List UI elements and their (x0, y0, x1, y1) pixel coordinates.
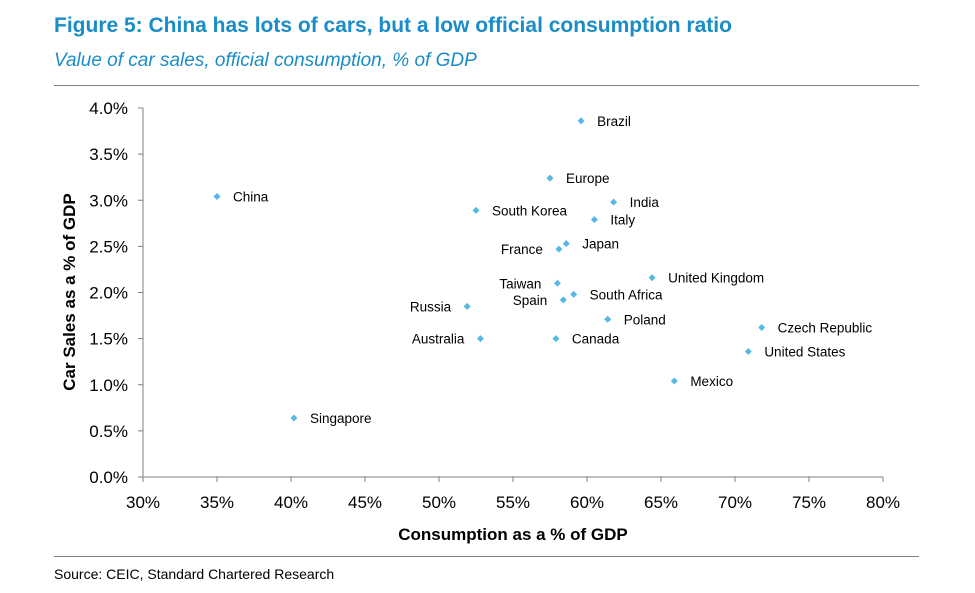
point-label: Poland (624, 312, 666, 327)
x-tick-label: 60% (570, 493, 604, 512)
bottom-divider (54, 556, 919, 557)
x-tick-label: 70% (718, 493, 752, 512)
chart-title: Figure 5: China has lots of cars, but a … (54, 14, 732, 37)
y-tick-label: 3.5% (89, 145, 128, 164)
point-label: China (233, 190, 269, 205)
point-label: Mexico (690, 374, 733, 389)
y-tick-label: 4.0% (89, 99, 128, 118)
point-label: Czech Republic (778, 321, 873, 336)
point-label: United States (764, 345, 845, 360)
source-note: Source: CEIC, Standard Chartered Researc… (54, 566, 335, 582)
point-label: India (630, 195, 660, 210)
y-axis-label: Car Sales as a % of GDP (60, 193, 79, 390)
data-point (570, 290, 578, 298)
x-tick-label: 65% (644, 493, 678, 512)
data-point (577, 117, 585, 125)
data-point (559, 296, 567, 304)
data-point (562, 240, 570, 248)
point-label: Italy (610, 213, 635, 228)
chart-ticks: 0.0% 0.5% 1.0% 1.5% 2.0% 2.5% 3.0% 3.5% 4.0% 30% 3… (89, 99, 900, 512)
point-label: France (501, 242, 543, 257)
data-point (553, 279, 561, 287)
y-tick-label: 1.0% (89, 376, 128, 395)
point-label: Singapore (310, 411, 372, 426)
data-point (744, 348, 752, 356)
y-tick-label: 2.0% (89, 284, 128, 303)
x-tick-label: 75% (792, 493, 826, 512)
y-tick-label: 0.0% (89, 468, 128, 487)
data-point (758, 324, 766, 332)
top-divider (54, 85, 919, 86)
scatter-chart: 0.0% 0.5% 1.0% 1.5% 2.0% 2.5% 3.0% 3.5% 4.0% 30% 3… (60, 99, 900, 544)
point-label: South Korea (492, 203, 568, 218)
x-tick-label: 40% (274, 493, 308, 512)
point-label: Japan (582, 237, 619, 252)
point-label: Spain (513, 293, 548, 308)
y-tick-label: 2.5% (89, 237, 128, 256)
data-point (610, 198, 618, 206)
point-label: Canada (572, 332, 620, 347)
x-tick-label: 80% (866, 493, 900, 512)
data-point (555, 245, 563, 253)
x-tick-label: 55% (496, 493, 530, 512)
point-label: South Africa (590, 287, 663, 302)
chart-points: China Brazil Europe India South Korea Italy Ja… (213, 114, 873, 426)
x-tick-label: 50% (422, 493, 456, 512)
data-point (670, 377, 678, 385)
point-label: United Kingdom (668, 271, 764, 286)
y-tick-label: 3.0% (89, 191, 128, 210)
x-tick-label: 35% (200, 493, 234, 512)
data-point (213, 193, 221, 201)
chart-subtitle: Value of car sales, official consumption… (54, 50, 477, 71)
x-axis-label: Consumption as a % of GDP (398, 525, 628, 544)
data-point (552, 335, 560, 343)
data-point (472, 206, 480, 214)
x-tick-label: 45% (348, 493, 382, 512)
data-point (604, 315, 612, 323)
data-point (476, 335, 484, 343)
x-tick-label: 30% (126, 493, 160, 512)
data-point (648, 274, 656, 282)
data-point (463, 302, 471, 310)
point-label: Taiwan (499, 276, 541, 291)
data-point (546, 174, 554, 182)
data-point (290, 414, 298, 422)
point-label: Brazil (597, 114, 631, 129)
point-label: Europe (566, 171, 610, 186)
y-tick-label: 1.5% (89, 330, 128, 349)
point-label: Australia (412, 332, 465, 347)
y-tick-label: 0.5% (89, 422, 128, 441)
data-point (590, 216, 598, 224)
point-label: Russia (410, 299, 452, 314)
